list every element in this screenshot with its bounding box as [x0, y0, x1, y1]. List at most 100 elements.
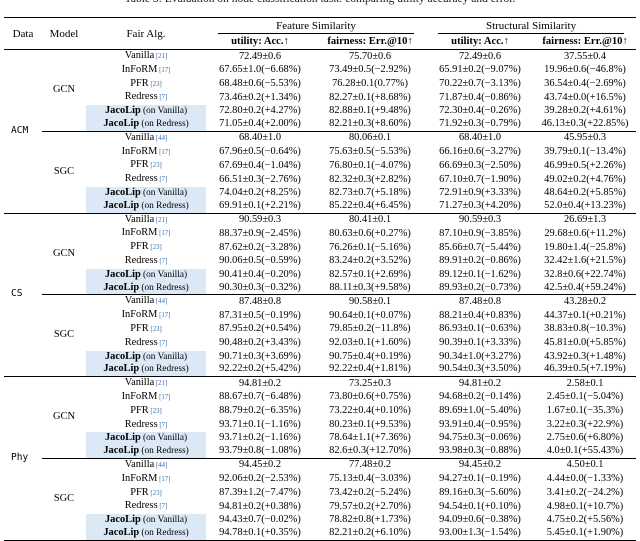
metric-value: 5.45±0.1(+1.90%): [546, 526, 624, 538]
citation-ref[interactable]: [17]: [157, 312, 171, 320]
fair-alg-label: Redress: [124, 500, 158, 512]
fair-alg-cell: Redress [7]: [86, 91, 206, 105]
metric-value: 72.80±0.2(+4.27%): [219, 105, 301, 117]
fair-alg-cell: JacoLip (on Vanilla): [86, 514, 206, 527]
metric-value: 75.70±0.6: [348, 50, 392, 62]
metric-value: 78.64±1.1(+7.36%): [329, 432, 411, 444]
metric-value: 94.81±0.2: [206, 376, 314, 391]
citation-ref[interactable]: [17]: [157, 230, 171, 238]
citation-ref[interactable]: [23]: [148, 489, 162, 497]
metric-value: 79.85±0.2(−11.8%): [329, 323, 411, 335]
metric-value: 3.41±0.2(−24.2%): [546, 487, 624, 498]
metric-value: 73.22±0.4(+0.10%): [329, 405, 411, 417]
metric-value: 4.50±0.1: [534, 457, 637, 473]
column-header-feature-fairness: fairness: Err.@10↑: [314, 34, 427, 50]
metric-value: 87.31±0.5(−0.19%): [219, 309, 301, 321]
citation-ref[interactable]: [44]: [154, 134, 168, 142]
citation-ref[interactable]: [21]: [154, 53, 168, 60]
citation-ref[interactable]: [17]: [157, 393, 171, 401]
column-header-fair-alg: Fair Alg.: [86, 17, 206, 50]
citation-ref[interactable]: [23]: [148, 162, 162, 170]
fair-alg-label: Vanilla: [124, 295, 155, 307]
fair-alg-suffix: (on Redress): [139, 282, 189, 293]
fair-alg-label: Vanilla: [124, 131, 155, 143]
metric-value: 87.95±0.2(+0.54%): [219, 323, 301, 335]
fair-alg-cell: InFoRM [17]: [86, 227, 206, 241]
metric-value: 46.99±0.5(+2.26%): [544, 159, 626, 171]
metric-value: 90.59±0.3: [426, 212, 535, 228]
metric-value: 90.48±0.2(+3.43%): [219, 337, 301, 349]
metric-value: 94.27±0.1(−0.19%): [439, 473, 521, 485]
citation-ref[interactable]: [7]: [157, 94, 168, 102]
table-row: JacoLip (on Vanilla) 90.71±0.3(+3.69%) 90.…: [4, 350, 636, 364]
citation-ref[interactable]: [17]: [157, 475, 171, 483]
citation-ref[interactable]: [21]: [154, 380, 168, 388]
citation-ref[interactable]: [17]: [157, 148, 171, 156]
metric-value: 67.96±0.5(−0.64%): [219, 146, 301, 158]
citation-ref[interactable]: [44]: [154, 461, 168, 469]
metric-value: 80.23±0.1(+9.53%): [329, 419, 411, 431]
metric-value: 82.57±0.1(+2.69%): [329, 268, 411, 280]
metric-value: 73.42±0.2(−5.24%): [329, 487, 411, 498]
metric-value: 79.57±0.2(+2.70%): [329, 500, 411, 512]
metric-value: 73.25±0.3: [314, 376, 427, 391]
metric-value: 2.45±0.1(−5.04%): [546, 391, 624, 403]
metric-value: 52.0±0.4(+13.23%): [544, 199, 626, 211]
table-row: JacoLip (on Redress) 94.78±0.1(+0.35%) 82.…: [4, 526, 636, 541]
citation-ref[interactable]: [7]: [157, 421, 168, 429]
citation-ref[interactable]: [7]: [157, 503, 168, 511]
fair-alg-cell: PFR [23]: [86, 405, 206, 419]
citation-ref[interactable]: [23]: [148, 325, 162, 333]
metric-value: 68.40±1.0: [426, 130, 535, 146]
metric-value: 67.69±0.4(−1.04%): [219, 159, 301, 171]
table-row: InFoRM [17] 88.37±0.9(−2.45%) 80.63±0.6(+0…: [4, 227, 636, 241]
fair-alg-label: InFoRM: [121, 227, 158, 239]
citation-ref[interactable]: [23]: [148, 244, 162, 252]
fair-alg-cell: Redress [7]: [86, 419, 206, 433]
fair-alg-label: PFR: [130, 77, 149, 89]
metric-value: 94.78±0.1(+0.35%): [219, 526, 301, 538]
metric-value: 73.80±0.6(+0.75%): [329, 391, 411, 403]
results-table: Data Model Fair Alg. Feature Similarity …: [4, 17, 637, 541]
metric-value: 75.63±0.5(−5.53%): [329, 146, 411, 158]
citation-ref[interactable]: [23]: [148, 407, 162, 415]
metric-value: 88.11±0.3(+9.58%): [329, 281, 411, 293]
column-header-structural-fairness: fairness: Err.@10↑: [534, 34, 637, 50]
citation-ref[interactable]: [17]: [157, 66, 171, 74]
table-row: JacoLip (on Vanilla) 94.43±0.7(−0.02%) 78.…: [4, 514, 636, 527]
metric-value: 45.81±0.0(+5.85%): [544, 337, 626, 349]
metric-value: 94.81±0.2(+0.38%): [219, 500, 301, 512]
metric-value: 87.62±0.2(−3.28%): [219, 241, 301, 253]
citation-ref[interactable]: [21]: [154, 216, 168, 224]
fair-alg-label: PFR: [130, 322, 149, 334]
table-row: JacoLip (on Redress) 71.05±0.4(+2.00%) 82.…: [4, 117, 636, 132]
metric-value: 87.48±0.8: [206, 294, 314, 310]
metric-value: 66.69±0.3(−2.50%): [439, 159, 521, 171]
citation-ref[interactable]: [44]: [154, 298, 168, 306]
fair-alg-cell: PFR [23]: [86, 487, 206, 501]
metric-value: 82.27±0.1(+8.68%): [329, 91, 411, 103]
column-header-data: Data: [4, 17, 42, 50]
table-row: Redress [7] 66.51±0.3(−2.76%) 82.32±0.3(+2…: [4, 173, 636, 187]
table-caption: Table 3: Evaluation on node classificati…: [0, 0, 640, 7]
metric-value: 37.55±0.4: [563, 50, 607, 62]
citation-ref[interactable]: [23]: [148, 80, 162, 88]
fair-alg-label: JacoLip: [103, 281, 140, 293]
metric-value: 45.95±0.3: [534, 130, 637, 146]
fair-alg-suffix: (on Redress): [139, 118, 189, 129]
citation-ref[interactable]: [7]: [157, 176, 168, 184]
citation-ref[interactable]: [7]: [157, 257, 168, 265]
fair-alg-label: JacoLip: [103, 445, 140, 457]
fair-alg-cell: Vanilla [21]: [86, 376, 206, 391]
model-label: SGC: [42, 130, 86, 214]
column-header-feature-utility: utility: Acc.↑: [206, 34, 314, 50]
fair-alg-cell: JacoLip (on Vanilla): [86, 350, 206, 364]
metric-value: 46.13±0.3(+22.85%): [541, 117, 629, 129]
table-row: Redress [7] 93.71±0.1(−1.16%) 80.23±0.1(+9…: [4, 419, 636, 433]
fair-alg-label: Redress: [124, 418, 158, 430]
citation-ref[interactable]: [7]: [157, 339, 168, 347]
metric-value: 94.68±0.2(−0.14%): [439, 391, 521, 403]
fair-alg-cell: JacoLip (on Vanilla): [86, 432, 206, 446]
table-row: JacoLip (on Redress) 92.22±0.2(+5.42%) 92.…: [4, 363, 636, 377]
fair-alg-cell: Vanilla [44]: [86, 130, 206, 146]
